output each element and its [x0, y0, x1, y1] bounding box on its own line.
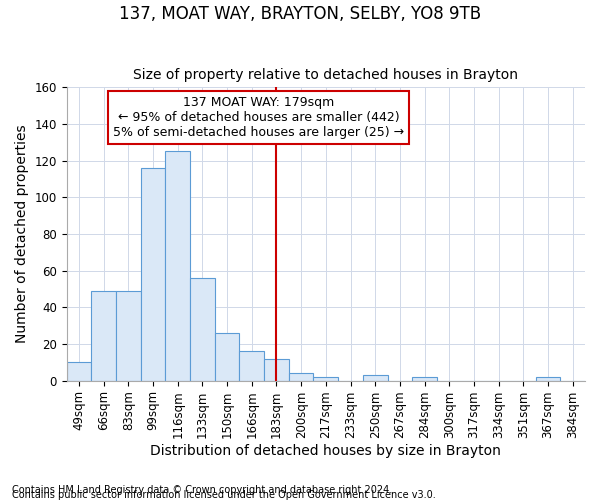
Y-axis label: Number of detached properties: Number of detached properties: [15, 124, 29, 344]
Bar: [91, 291, 116, 380]
Bar: [313, 377, 338, 380]
Bar: [116, 291, 141, 380]
X-axis label: Distribution of detached houses by size in Brayton: Distribution of detached houses by size …: [151, 444, 501, 458]
Title: Size of property relative to detached houses in Brayton: Size of property relative to detached ho…: [133, 68, 518, 82]
Bar: [166, 152, 190, 380]
Bar: [363, 375, 388, 380]
Bar: [536, 377, 560, 380]
Text: 137 MOAT WAY: 179sqm
← 95% of detached houses are smaller (442)
5% of semi-detac: 137 MOAT WAY: 179sqm ← 95% of detached h…: [113, 96, 404, 139]
Bar: [239, 352, 264, 380]
Bar: [67, 362, 91, 380]
Bar: [264, 358, 289, 380]
Bar: [190, 278, 215, 380]
Bar: [141, 168, 166, 380]
Text: Contains public sector information licensed under the Open Government Licence v3: Contains public sector information licen…: [12, 490, 436, 500]
Bar: [289, 374, 313, 380]
Text: 137, MOAT WAY, BRAYTON, SELBY, YO8 9TB: 137, MOAT WAY, BRAYTON, SELBY, YO8 9TB: [119, 5, 481, 23]
Bar: [215, 333, 239, 380]
Bar: [412, 377, 437, 380]
Text: Contains HM Land Registry data © Crown copyright and database right 2024.: Contains HM Land Registry data © Crown c…: [12, 485, 392, 495]
